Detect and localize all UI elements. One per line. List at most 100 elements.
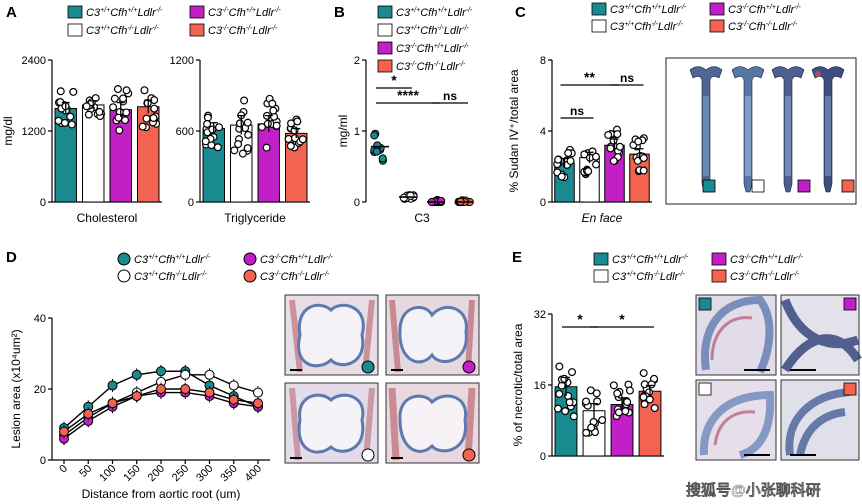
legend-e-label-2: C3+/+Cfh-/-Ldlr-/- [612,271,686,283]
lesion-point [83,408,94,419]
legend-e-swatch-1 [593,252,609,266]
cholesterol-point [110,94,119,103]
c3-point [436,196,446,206]
necrotic-y-tick-label: 0 [540,451,546,463]
chart-triglyceride: 0 600 1200 Triglyceride [170,55,310,225]
lesion-point [59,426,69,437]
lesion-point [131,369,142,380]
triglyceride-point [298,135,307,144]
triglyceride-point [213,143,222,152]
panel-label-a: A [6,4,17,21]
lesion-x-tick-label: 400 [243,463,264,484]
triglyceride-point [215,123,224,132]
cholesterol-point [109,103,118,112]
cholesterol-point [84,110,93,119]
lesion-point [107,398,118,409]
lesion-y-tick-label: 20 [34,384,46,396]
legend-e-swatch-4 [711,269,727,283]
sudan-y-tick-label: 8 [540,55,546,67]
cholesterol-point [67,120,76,129]
lesion-y-tick-label: 0 [40,455,46,467]
chart-cholesterol: 0 1200 2400 Cholesterol mg/dl [1,55,162,225]
triglyceride-point [284,134,293,143]
sudan-point [591,152,600,161]
necrotic-point [598,416,607,425]
sudan-point [557,172,566,181]
legend-c-swatch-3 [709,2,725,16]
lesion-point [156,366,166,377]
cholesterol-point [113,85,122,94]
sudan-point [634,137,643,146]
sudan-point [609,136,618,145]
lesion-point [204,387,215,398]
cholesterol-point [122,86,131,95]
necrotic-point [554,404,563,413]
cholesterol-x-label: Cholesterol [77,211,138,225]
sudan-point [584,167,593,176]
sudan-point [613,130,622,139]
legend-c-label-4: C3-/-Cfh-/-Ldlr-/- [728,21,798,33]
legend-d-marker-1 [117,252,131,266]
triglyceride-point [290,126,299,135]
sudan-x-label: En face [582,211,623,225]
legend-d-label-2: C3+/+Cfh-/-Ldlr-/- [134,271,208,283]
cholesterol-point [119,94,128,103]
lesion-point [228,380,239,391]
chart-necrotic: 0 16 32 % of necrotic/total area * * [511,309,664,463]
cholesterol-point [121,116,130,125]
panel-label-d: D [6,249,17,266]
legend-b-label-1: C3+/+Cfh+/+Ldlr-/- [396,7,473,19]
necrotic-y-tick-label: 16 [534,380,546,392]
sudan-y-tick-label: 0 [540,197,546,209]
cholesterol-y-tick-label: 0 [40,197,46,209]
legend-b-label-4: C3-/-Cfh-/-Ldlr-/- [396,61,466,73]
lesion-y-label: Lesion area (x10⁴um²) [9,329,23,448]
sudan-y-tick-label: 4 [540,126,546,138]
triglyceride-point [272,121,281,130]
triglyceride-point [243,144,252,153]
legend-a-label-4: C3-/-Cfh-/-Ldlr-/- [208,25,278,37]
necrotic-y-tick-label: 32 [534,309,546,321]
necrotic-point [623,398,632,407]
lesion-x-tick-label: 350 [218,463,239,484]
necrotic-point [592,389,601,398]
aorta-1 [689,66,723,193]
legend-a-label-1: C3+/+Cfh+/+Ldlr-/- [86,7,163,19]
triglyceride-point [269,106,278,115]
watermark: 搜狐号@小张聊科研 [686,481,821,499]
necrotic-annotation: * [619,311,625,327]
sudan-annotation: ** [584,69,595,85]
aorta-marker-1 [702,179,716,193]
histology-e [695,294,862,461]
cholesterol-point [82,102,91,111]
triglyceride-point [293,117,302,126]
legend-e: C3+/+Cfh+/+Ldlr-/- C3-/-Cfh+/+Ldlr-/- C3… [593,252,804,283]
necrotic-y-label: % of necrotic/total area [511,323,525,446]
legend-a-swatch-3 [189,5,205,19]
sudan-point [564,149,573,158]
triglyceride-point [263,119,272,128]
legend-d-label-3: C3-/-Cfh+/+Ldlr-/- [260,254,334,266]
cholesterol-point [60,118,69,127]
histology-e-4 [780,379,860,461]
legend-d-label-1: C3+/+Cfh+/+Ldlr-/- [134,254,211,266]
legend-c-swatch-2 [591,19,607,33]
lesion-point [180,384,191,394]
legend-e-swatch-3 [711,252,727,266]
cholesterol-y-tick-label: 2400 [22,55,46,67]
c3-annotation: **** [397,87,419,103]
necrotic-point [568,368,577,377]
c3-point [372,147,381,156]
cholesterol-y-label: mg/dl [1,116,15,145]
necrotic-point [614,408,623,417]
legend-d: C3+/+Cfh+/+Ldlr-/- C3-/-Cfh+/+Ldlr-/- C3… [117,252,334,283]
aorta-4 [811,66,845,193]
cholesterol-y-tick-label: 1200 [22,126,46,138]
triglyceride-point [208,125,217,134]
c3-annotation: * [391,72,397,88]
c3-y-tick-label: 2 [354,55,360,67]
histology-e-2 [780,294,862,376]
lesion-point [253,387,263,398]
triglyceride-x-label: Triglyceride [224,211,286,225]
